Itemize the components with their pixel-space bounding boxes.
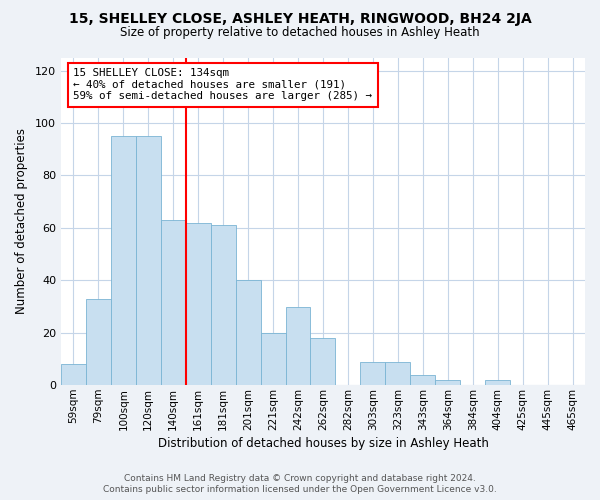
Bar	[260, 332, 286, 385]
Bar	[161, 220, 186, 385]
Text: Contains HM Land Registry data © Crown copyright and database right 2024.
Contai: Contains HM Land Registry data © Crown c…	[103, 474, 497, 494]
Text: 15 SHELLEY CLOSE: 134sqm
← 40% of detached houses are smaller (191)
59% of semi-: 15 SHELLEY CLOSE: 134sqm ← 40% of detach…	[73, 68, 373, 101]
Bar	[211, 226, 236, 385]
Bar	[111, 136, 136, 385]
Bar	[286, 306, 310, 385]
Bar	[310, 338, 335, 385]
Bar	[485, 380, 510, 385]
Y-axis label: Number of detached properties: Number of detached properties	[15, 128, 28, 314]
Bar	[385, 362, 410, 385]
Bar	[186, 222, 211, 385]
Bar	[61, 364, 86, 385]
Bar	[361, 362, 385, 385]
Bar	[136, 136, 161, 385]
Text: 15, SHELLEY CLOSE, ASHLEY HEATH, RINGWOOD, BH24 2JA: 15, SHELLEY CLOSE, ASHLEY HEATH, RINGWOO…	[68, 12, 532, 26]
Bar	[435, 380, 460, 385]
Bar	[410, 374, 435, 385]
Bar	[236, 280, 260, 385]
Bar	[86, 298, 111, 385]
X-axis label: Distribution of detached houses by size in Ashley Heath: Distribution of detached houses by size …	[158, 437, 488, 450]
Text: Size of property relative to detached houses in Ashley Heath: Size of property relative to detached ho…	[120, 26, 480, 39]
